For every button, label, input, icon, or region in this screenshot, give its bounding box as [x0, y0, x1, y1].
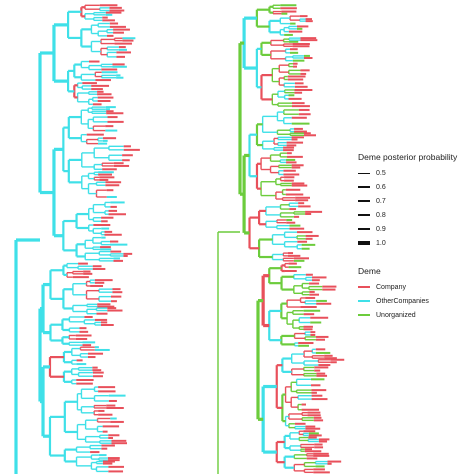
deme-legend-item: Company — [358, 280, 429, 294]
probability-legend: Deme posterior probability 0.5 0.6 0.7 0.8 0… — [358, 152, 457, 250]
line-weight-swatch — [358, 186, 370, 188]
deme-legend-title: Deme — [358, 266, 381, 276]
probability-legend-items: 0.5 0.6 0.7 0.8 0.9 1.0 — [358, 166, 457, 250]
probability-legend-item: 1.0 — [358, 236, 457, 250]
left-tree — [14, 4, 140, 474]
line-weight-swatch — [358, 227, 370, 231]
probability-legend-label: 0.7 — [376, 197, 386, 205]
deme-color-swatch — [358, 286, 370, 288]
probability-legend-label: 0.8 — [376, 211, 386, 219]
probability-legend-title: Deme posterior probability — [358, 152, 458, 162]
right-tree — [217, 4, 345, 474]
deme-legend-label: Unorganized — [376, 311, 416, 319]
deme-color-swatch — [358, 300, 370, 302]
deme-legend-item: Unorganized — [358, 308, 429, 322]
line-weight-swatch — [358, 213, 370, 217]
line-weight-swatch — [358, 200, 370, 202]
probability-legend-item: 0.7 — [358, 194, 457, 208]
probability-legend-item: 0.6 — [358, 180, 457, 194]
probability-legend-item: 0.8 — [358, 208, 457, 222]
deme-legend-item: OtherCompanies — [358, 294, 429, 308]
line-weight-swatch — [358, 172, 370, 174]
line-weight-swatch — [358, 241, 370, 245]
probability-legend-label: 0.5 — [376, 169, 386, 177]
deme-legend-label: OtherCompanies — [376, 297, 429, 305]
probability-legend-label: 0.9 — [376, 225, 386, 233]
deme-legend-items: Company OtherCompanies Unorganized — [358, 280, 429, 322]
probability-legend-label: 1.0 — [376, 239, 386, 247]
deme-color-swatch — [358, 314, 370, 316]
probability-legend-item: 0.5 — [358, 166, 457, 180]
probability-legend-item: 0.9 — [358, 222, 457, 236]
deme-legend-label: Company — [376, 283, 406, 291]
deme-legend: Deme Company OtherCompanies Unorganized — [358, 266, 429, 322]
probability-legend-label: 0.6 — [376, 183, 386, 191]
